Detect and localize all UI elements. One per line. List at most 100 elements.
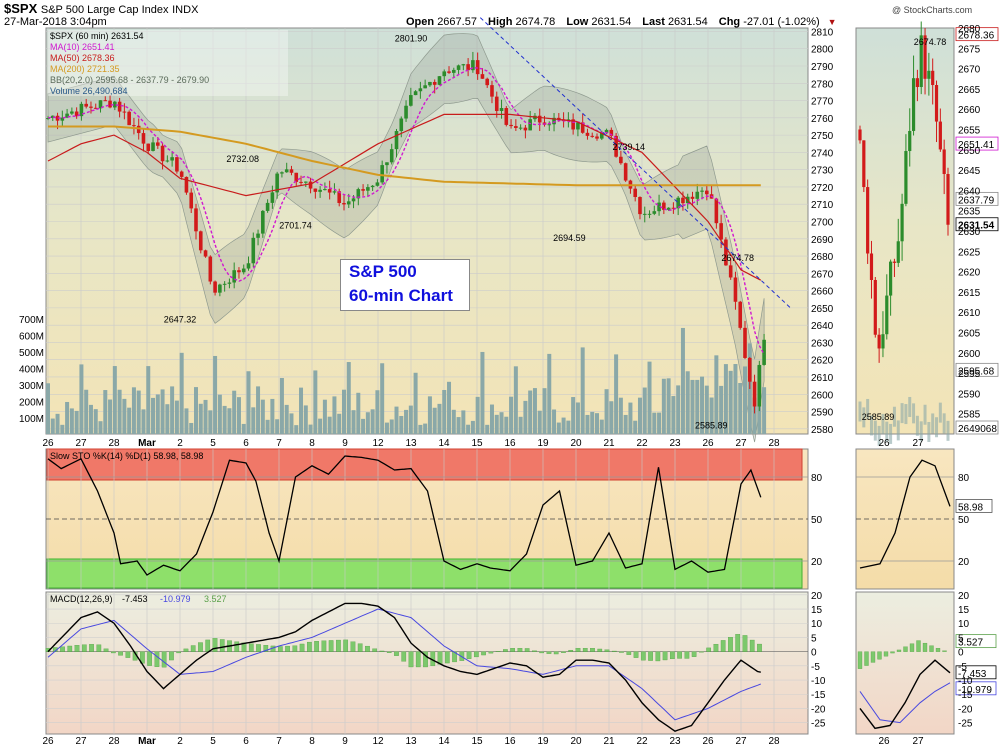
volume-bar — [743, 366, 748, 434]
side-price-tick-label: 2635 — [958, 207, 981, 218]
side-sto-tick-label: 80 — [958, 473, 970, 484]
volume-bar — [528, 390, 533, 434]
side-annotation: 2674.78 — [914, 37, 947, 47]
price-annotation: 2674.78 — [721, 253, 754, 263]
x-tick-label: 20 — [570, 438, 582, 449]
side-annotation: 2585.89 — [862, 412, 895, 422]
volume-bar — [112, 366, 117, 434]
volume-bar — [74, 410, 79, 434]
side-volume-bar — [931, 413, 935, 434]
side-volume-bar — [927, 421, 931, 442]
candle-body — [356, 189, 361, 199]
candle-body — [557, 117, 561, 120]
volume-bar — [155, 394, 160, 434]
volume-bar — [642, 387, 647, 434]
volume-bar — [289, 413, 294, 434]
side-macd-tick-label: -25 — [958, 719, 973, 730]
x-tick-label: 21 — [603, 438, 615, 449]
candle-body — [528, 119, 532, 131]
side-price-tick-label: 2590 — [958, 389, 981, 400]
candle-body — [184, 176, 189, 193]
side-volume-bar — [881, 413, 885, 434]
side-volume-bar — [942, 413, 946, 434]
price-tick-label: 2790 — [811, 62, 834, 73]
candle-body — [695, 191, 700, 199]
volume-bar — [561, 417, 566, 434]
x-tick-label-bottom: 9 — [342, 736, 348, 747]
candle-body — [552, 117, 556, 125]
macd-histogram-bar — [444, 651, 450, 664]
macd-histogram-bar — [604, 649, 610, 652]
candle-body — [208, 256, 213, 282]
x-tick-label: 28 — [108, 438, 120, 449]
volume-bar — [65, 401, 70, 434]
candle-body — [84, 103, 88, 107]
volume-bar — [456, 417, 461, 434]
candle-body — [418, 88, 423, 92]
legend-signal-value: -10.979 — [160, 594, 191, 604]
macd-histogram-bar — [597, 648, 603, 652]
side-volume-bar — [923, 404, 927, 425]
macd-histogram-bar — [488, 651, 494, 654]
volume-bar — [394, 406, 399, 434]
side-macd-histogram-bar — [916, 640, 921, 652]
price-tick-label: 2590 — [811, 408, 834, 419]
side-macd-tick-label: 0 — [958, 648, 964, 659]
candle-body — [475, 60, 480, 75]
volume-bar — [332, 396, 337, 434]
side-price-tick-label: 2605 — [958, 329, 981, 340]
macd-histogram-bar — [336, 639, 341, 652]
side-macd-histogram-bar — [870, 651, 876, 663]
side-volume-bar — [862, 407, 866, 428]
sto-k-line — [47, 455, 762, 576]
macd-histogram-bar — [648, 651, 653, 661]
side-macd-line — [859, 659, 951, 730]
candle-body — [375, 182, 380, 186]
volume-bar — [284, 404, 289, 434]
price-tag-box — [955, 362, 999, 377]
side-sto-tick-label: 50 — [958, 515, 970, 526]
volume-bar — [566, 420, 571, 434]
macd-histogram-bar — [670, 651, 675, 660]
side-price-tick-label: 2655 — [958, 126, 981, 137]
candle-body — [733, 277, 738, 302]
volume-bar — [494, 414, 499, 434]
volume-bar — [762, 387, 767, 434]
ma50-line — [47, 113, 762, 281]
price-tick-label: 2700 — [811, 217, 834, 228]
candle-body — [585, 132, 590, 136]
volume-bar — [213, 355, 218, 434]
volume-bar — [103, 390, 108, 434]
macd-histogram-bar — [350, 641, 356, 652]
volume-bar — [437, 403, 442, 434]
x-tick-label: 19 — [537, 438, 549, 449]
volume-bar — [265, 419, 270, 434]
candle-body — [165, 160, 170, 162]
macd-histogram-bar — [611, 650, 617, 652]
volume-bar — [733, 364, 738, 434]
candle-body — [389, 149, 394, 163]
candle-body — [222, 283, 227, 285]
volume-bar — [198, 403, 203, 434]
volume-bar — [590, 411, 595, 434]
side-macd-tick-label: -5 — [958, 662, 967, 673]
macd-histogram-bar — [277, 646, 283, 652]
candle-body — [537, 115, 542, 123]
side-volume-bar — [915, 415, 919, 436]
volume-bar — [122, 398, 127, 434]
legend-price: $SPX (60 min) 2631.54 — [50, 31, 144, 41]
macd-tick-label: 10 — [811, 619, 823, 630]
candle-body — [213, 281, 217, 293]
volume-bar — [604, 389, 609, 434]
side-macd-histogram-bar — [896, 649, 902, 652]
price-tick-label: 2640 — [811, 321, 834, 332]
candle-body — [413, 91, 418, 96]
macd-histogram-bar — [328, 640, 334, 652]
price-annotation: 2694.59 — [553, 233, 586, 243]
price-tick-label: 2750 — [811, 131, 834, 142]
side-price-panel — [855, 27, 955, 435]
volume-bar — [509, 396, 514, 434]
candle-body — [275, 173, 279, 193]
candle-body — [251, 237, 256, 264]
candle-body — [113, 101, 117, 108]
